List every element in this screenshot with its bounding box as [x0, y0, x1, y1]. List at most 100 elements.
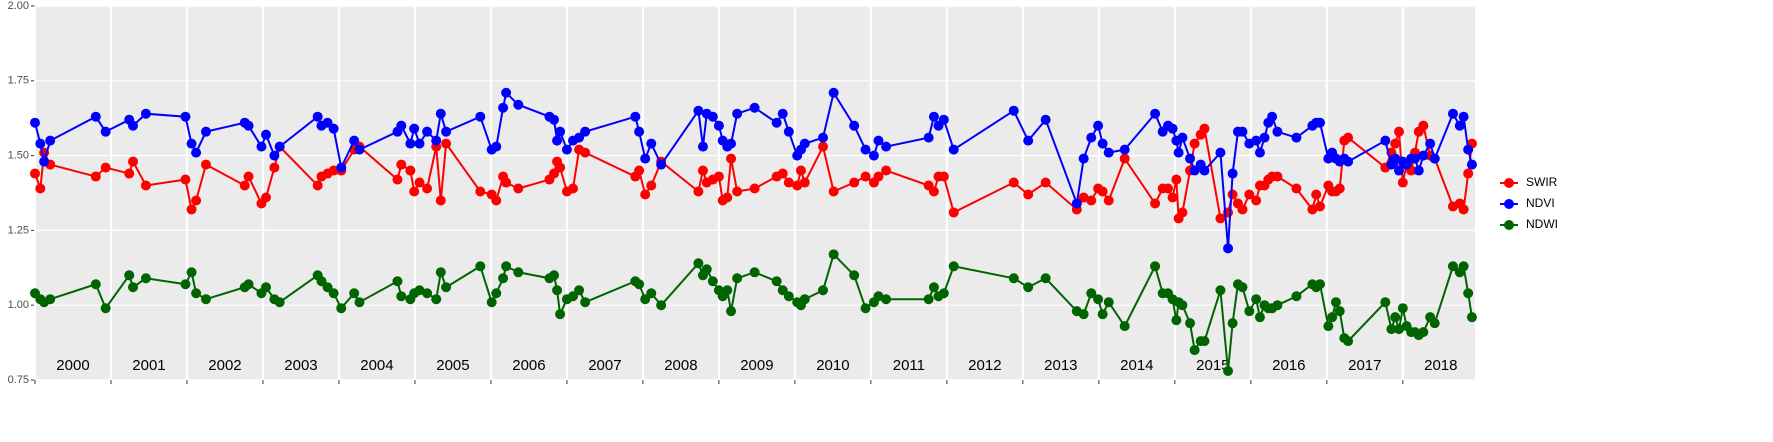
data-point: [552, 285, 563, 296]
data-point: [1227, 168, 1238, 179]
data-point: [124, 270, 135, 281]
data-point: [697, 141, 708, 152]
data-point: [261, 282, 272, 293]
data-point: [938, 114, 949, 125]
data-point: [1272, 171, 1283, 182]
data-point: [923, 294, 934, 305]
data-point: [140, 108, 151, 119]
data-point: [580, 297, 591, 308]
x-tick-label: 2012: [968, 357, 1001, 374]
data-point: [1008, 105, 1019, 116]
legend-marker: [1504, 220, 1514, 230]
data-point: [640, 189, 651, 200]
data-point: [713, 120, 724, 131]
data-point: [128, 120, 139, 131]
data-point: [1119, 321, 1130, 332]
data-point: [486, 297, 497, 308]
data-point: [948, 144, 959, 155]
data-point: [1413, 165, 1424, 176]
data-point: [30, 117, 40, 128]
data-point: [634, 279, 645, 290]
legend-label: SWIR: [1526, 175, 1558, 189]
data-point: [726, 153, 737, 164]
data-point: [1454, 120, 1465, 131]
data-point: [799, 138, 810, 149]
data-point: [1425, 138, 1436, 149]
data-point: [1447, 261, 1458, 272]
data-point: [336, 162, 347, 173]
data-point: [1185, 153, 1196, 164]
data-point: [634, 126, 645, 137]
y-tick-label: 1.25: [8, 224, 29, 236]
data-point: [128, 282, 139, 293]
data-point: [1237, 126, 1248, 137]
data-point: [392, 174, 403, 185]
data-point: [513, 183, 524, 194]
data-point: [1394, 324, 1405, 335]
data-point: [860, 303, 871, 314]
data-point: [1343, 156, 1354, 167]
data-point: [491, 195, 502, 206]
data-point: [239, 180, 250, 191]
y-tick-label: 1.75: [8, 75, 29, 87]
data-point: [1023, 189, 1034, 200]
data-point: [707, 276, 718, 287]
data-point: [45, 135, 56, 146]
data-point: [1251, 294, 1262, 305]
data-point: [1177, 132, 1188, 143]
data-point: [200, 294, 211, 305]
data-point: [656, 159, 667, 170]
data-point: [1463, 288, 1474, 299]
data-point: [1390, 138, 1401, 149]
data-point: [1397, 177, 1408, 188]
data-point: [948, 207, 959, 218]
data-point: [1189, 138, 1200, 149]
y-tick-label: 1.50: [8, 150, 29, 162]
data-point: [1215, 213, 1226, 224]
data-point: [1167, 192, 1178, 203]
data-point: [928, 111, 939, 122]
data-point: [1429, 153, 1440, 164]
data-point: [1093, 120, 1104, 131]
data-point: [783, 126, 794, 137]
data-point: [732, 186, 743, 197]
data-point: [396, 291, 407, 302]
data-point: [1409, 153, 1420, 164]
data-point: [799, 294, 810, 305]
data-point: [124, 168, 135, 179]
data-point: [1272, 300, 1283, 311]
data-point: [100, 126, 111, 137]
data-point: [1397, 303, 1408, 314]
data-point: [1380, 135, 1391, 146]
data-point: [186, 138, 197, 149]
data-point: [1189, 345, 1200, 356]
data-point: [634, 165, 645, 176]
x-tick-label: 2003: [284, 357, 317, 374]
data-point: [1023, 282, 1034, 293]
data-point: [552, 135, 563, 146]
data-point: [1418, 120, 1429, 131]
data-point: [771, 117, 782, 128]
data-point: [396, 120, 407, 131]
data-point: [243, 120, 254, 131]
x-tick-label: 2002: [208, 357, 241, 374]
data-point: [405, 138, 416, 149]
data-point: [1307, 204, 1318, 215]
data-point: [1463, 144, 1474, 155]
data-point: [1199, 165, 1210, 176]
data-point: [722, 192, 733, 203]
data-point: [783, 291, 794, 302]
data-point: [405, 165, 416, 176]
data-point: [1177, 207, 1188, 218]
data-point: [749, 183, 760, 194]
data-point: [328, 165, 339, 176]
data-point: [1272, 126, 1283, 137]
y-tick-label: 0.75: [8, 374, 29, 386]
data-point: [1150, 261, 1161, 272]
data-point: [1259, 132, 1270, 143]
data-point: [923, 132, 934, 143]
data-point: [1343, 336, 1354, 347]
data-point: [1215, 285, 1226, 296]
data-point: [881, 165, 892, 176]
data-point: [312, 180, 323, 191]
